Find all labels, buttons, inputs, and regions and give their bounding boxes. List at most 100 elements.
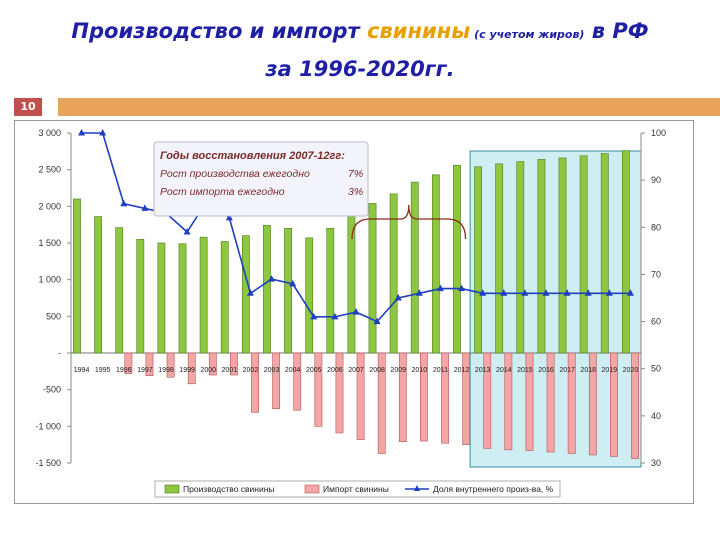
production-bar xyxy=(474,166,482,354)
share-point xyxy=(120,199,128,207)
left-tick-label: -500 xyxy=(43,385,61,395)
import-bar xyxy=(483,352,492,449)
share-point xyxy=(415,289,423,296)
share-point xyxy=(584,289,592,296)
category-label: 2006 xyxy=(327,367,343,374)
production-bar xyxy=(136,239,145,354)
category-label: 2019 xyxy=(602,367,618,374)
import-bar xyxy=(124,352,133,374)
share-point xyxy=(436,284,444,292)
right-tick-label: 30 xyxy=(651,458,661,468)
import-bar xyxy=(398,352,407,443)
category-label: 2012 xyxy=(454,367,470,374)
category-label: 2008 xyxy=(369,367,385,374)
category-label: 1996 xyxy=(116,367,132,374)
legend-marker xyxy=(414,485,420,491)
title-line2: за 1996-2020гг. xyxy=(265,57,455,81)
production-bar xyxy=(537,159,546,354)
production-bar xyxy=(600,153,609,354)
production-bar xyxy=(558,157,567,354)
import-bar xyxy=(356,352,365,440)
share-point xyxy=(141,204,149,211)
right-tick-label: 60 xyxy=(651,317,661,327)
share-point xyxy=(542,289,550,296)
import-bar xyxy=(314,352,323,427)
import-bar xyxy=(145,352,154,377)
share-point xyxy=(246,289,254,296)
production-bar xyxy=(73,198,81,354)
category-label: 2004 xyxy=(285,367,301,374)
production-bar xyxy=(495,163,504,354)
share-point xyxy=(225,213,233,221)
production-bar xyxy=(284,228,292,354)
category-label: 2003 xyxy=(264,367,280,374)
import-bar xyxy=(462,352,471,445)
production-bar xyxy=(516,161,525,354)
category-label: 2007 xyxy=(348,367,364,374)
header-rule xyxy=(58,98,720,116)
right-tick-label: 70 xyxy=(651,269,661,279)
share-point xyxy=(373,317,381,325)
production-bar xyxy=(579,155,588,354)
recovery-bracket xyxy=(351,204,467,240)
category-label: 2018 xyxy=(580,367,596,374)
import-bar xyxy=(420,352,428,442)
category-label: 2010 xyxy=(412,367,428,374)
title-highlight: свинины xyxy=(367,19,471,43)
import-bar xyxy=(525,352,534,451)
category-label: 1994 xyxy=(74,367,90,374)
callout-line2-value: 3% xyxy=(348,186,363,198)
legend-label: Доля внутреннего произ-ва, % xyxy=(433,484,554,494)
category-label: 1995 xyxy=(95,367,111,374)
left-tick-label: 2 000 xyxy=(38,201,61,211)
import-bar xyxy=(377,352,386,454)
category-label: 2017 xyxy=(559,367,575,374)
callout-title: Годы восстановления 2007-12гг: xyxy=(160,150,345,162)
share-point xyxy=(458,284,466,292)
left-tick-label: 1 000 xyxy=(38,275,61,285)
right-tick-label: 80 xyxy=(651,222,661,232)
share-point xyxy=(183,228,191,235)
share-point xyxy=(479,289,487,296)
callout-line2-label: Рост импорта ежегодно xyxy=(160,186,285,198)
slide-title: Производство и импорт свинины (с учетом … xyxy=(0,14,720,86)
share-point xyxy=(500,289,508,296)
import-bar xyxy=(631,352,639,459)
share-point xyxy=(289,279,297,287)
import-bar xyxy=(610,352,618,457)
callout-line1-value: 7% xyxy=(348,168,363,180)
category-label: 1998 xyxy=(158,367,174,374)
category-label: 2001 xyxy=(222,367,238,374)
legend-swatch xyxy=(304,484,320,494)
left-tick-label: 2 500 xyxy=(38,165,61,175)
import-bar xyxy=(567,352,576,454)
production-bar xyxy=(199,236,208,354)
import-bar xyxy=(546,352,555,453)
import-bar xyxy=(187,352,196,385)
share-point xyxy=(99,129,107,136)
production-bar xyxy=(305,237,314,354)
right-tick-label: 100 xyxy=(651,128,666,138)
share-point xyxy=(331,312,339,320)
title-note: (с учетом жиров) xyxy=(470,28,585,41)
production-bar xyxy=(621,150,630,354)
production-bar xyxy=(368,203,377,354)
category-label: 1999 xyxy=(179,367,195,374)
production-bar xyxy=(410,181,419,354)
import-bar xyxy=(588,352,597,456)
callout-line1-label: Рост производства ежегодно xyxy=(160,168,310,180)
category-label: 1997 xyxy=(137,367,153,374)
production-bar xyxy=(178,243,187,354)
category-label: 2011 xyxy=(433,367,448,374)
right-tick-label: 40 xyxy=(651,411,661,421)
legend-label: Импорт свинины xyxy=(323,484,389,494)
slide-number: 10 xyxy=(14,98,42,116)
share-point xyxy=(626,289,634,296)
category-label: 2013 xyxy=(475,367,491,374)
callout-box xyxy=(153,141,369,217)
import-bar xyxy=(208,352,217,376)
import-bar xyxy=(335,352,344,434)
chart-frame: 3 000 2 500 2 000 1 500 1 000 500 - -500 -1 000 -… xyxy=(14,120,694,504)
share-point xyxy=(352,308,360,315)
legend-swatch xyxy=(164,484,180,494)
